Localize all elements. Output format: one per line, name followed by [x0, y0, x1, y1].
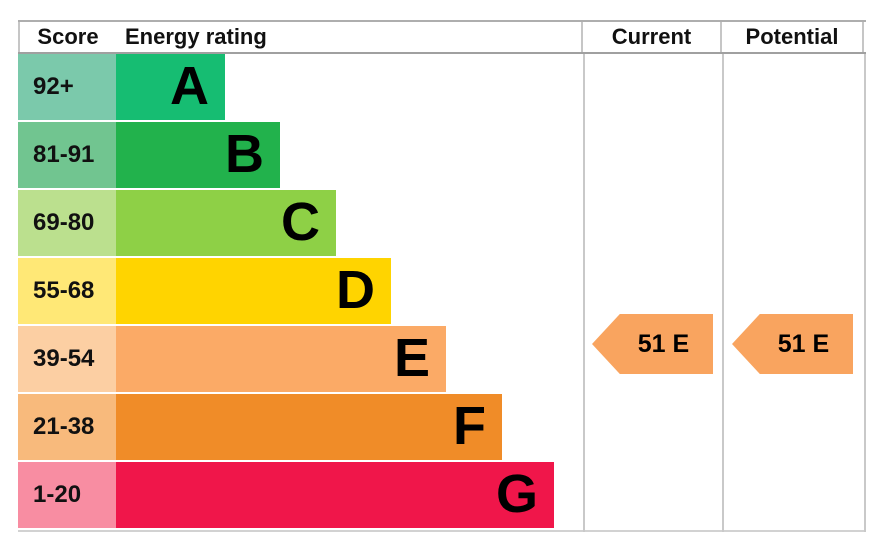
rating-bar: C [116, 190, 336, 256]
table-right-border [864, 54, 866, 532]
score-cell: 39-54 [18, 326, 116, 392]
band-row-f: 21-38 F [18, 394, 866, 462]
rating-bar: A [116, 54, 225, 120]
header-current: Current [581, 22, 720, 52]
score-cell: 55-68 [18, 258, 116, 324]
score-cell: 21-38 [18, 394, 116, 460]
score-cell: 81-91 [18, 122, 116, 188]
score-cell: 1-20 [18, 462, 116, 528]
current-column-divider [583, 54, 585, 532]
rating-bar: E [116, 326, 446, 392]
potential-rating-arrow: 51 E [732, 314, 853, 374]
header-potential: Potential [720, 22, 864, 52]
rating-bar: B [116, 122, 280, 188]
table-header-row: Score Energy rating Current Potential [18, 20, 866, 54]
header-energy-rating: Energy rating [125, 24, 267, 49]
current-rating-arrow: 51 E [592, 314, 713, 374]
rating-bar: D [116, 258, 391, 324]
band-row-d: 55-68 D [18, 258, 866, 326]
chart-body: 92+ A 81-91 B 69-80 C 55-68 D 39-54 E 21… [18, 54, 866, 532]
band-row-e: 39-54 E [18, 326, 866, 394]
potential-column-divider [722, 54, 724, 532]
band-row-g: 1-20 G [18, 462, 866, 530]
band-row-a: 92+ A [18, 54, 866, 122]
band-row-c: 69-80 C [18, 190, 866, 258]
rating-bar: F [116, 394, 502, 460]
score-cell: 69-80 [18, 190, 116, 256]
rating-bar: G [116, 462, 554, 528]
score-cell: 92+ [18, 54, 116, 120]
band-row-b: 81-91 B [18, 122, 866, 190]
epc-rating-chart: Score Energy rating Current Potential 92… [18, 20, 866, 532]
header-score: Score [18, 22, 116, 52]
